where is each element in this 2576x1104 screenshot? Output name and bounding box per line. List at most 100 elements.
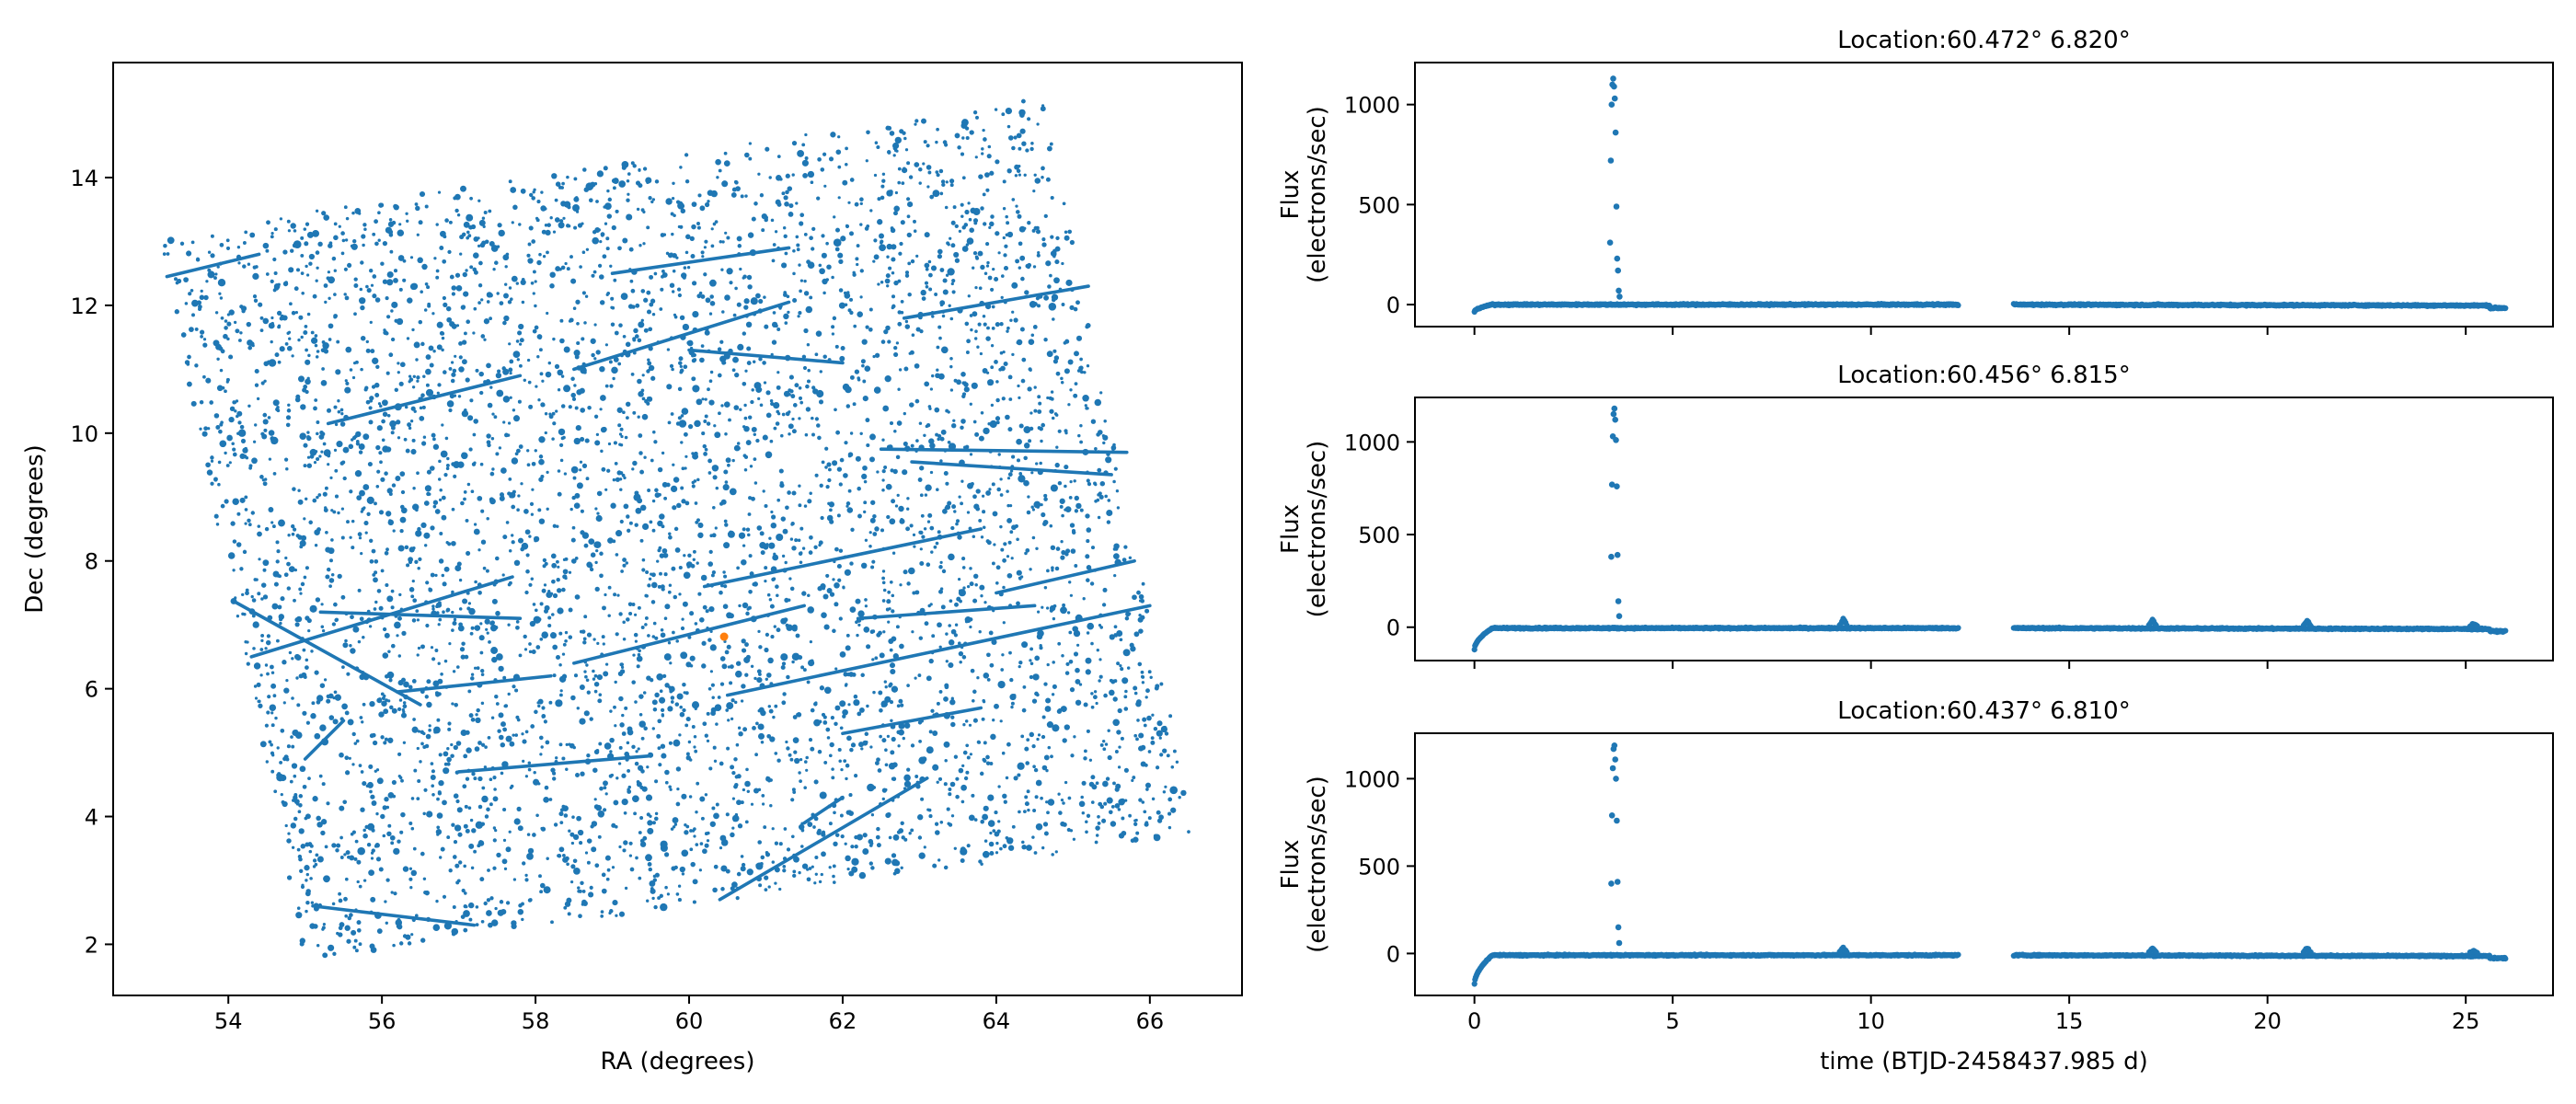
star-point (1027, 117, 1031, 121)
star-point (1077, 433, 1081, 438)
star-point (852, 270, 856, 275)
star-point (886, 812, 891, 817)
star-point (1019, 575, 1024, 579)
star-point (641, 374, 645, 377)
star-point (431, 432, 436, 438)
star-point (653, 271, 658, 276)
star-point (605, 247, 610, 251)
star-point (516, 358, 520, 362)
star-point (899, 129, 904, 134)
star-point (234, 596, 237, 600)
star-point (552, 523, 557, 528)
star-point (823, 624, 830, 630)
star-point (596, 512, 600, 515)
star-point (765, 776, 771, 782)
star-point (692, 549, 696, 554)
star-point (1042, 822, 1049, 827)
star-point (724, 480, 729, 484)
star-point (420, 937, 426, 943)
star-point (713, 864, 719, 869)
star-point (262, 419, 269, 425)
star-point (723, 469, 729, 475)
star-point (832, 874, 835, 879)
star-point (1033, 385, 1037, 389)
star-point (639, 469, 645, 475)
star-point (1019, 112, 1025, 118)
star-point (588, 198, 593, 203)
star-point (654, 811, 659, 816)
star-point (765, 543, 769, 546)
star-point (929, 603, 933, 606)
star-point (252, 621, 259, 628)
star-point (965, 351, 970, 354)
star-point (808, 550, 813, 555)
star-point (451, 610, 454, 615)
star-point (985, 539, 990, 544)
star-point (638, 391, 644, 397)
star-point (785, 623, 789, 627)
star-point (862, 465, 868, 471)
star-point (503, 867, 508, 871)
star-point (465, 269, 468, 272)
star-point (1079, 357, 1083, 362)
star-point (804, 156, 809, 160)
star-point (1098, 494, 1104, 500)
star-point (1117, 707, 1122, 714)
star-point (549, 283, 555, 289)
star-point (685, 752, 690, 756)
star-point (680, 414, 684, 418)
star-point (251, 598, 257, 603)
star-point (684, 466, 687, 470)
star-point (631, 467, 635, 471)
star-point (434, 509, 441, 514)
star-point (671, 367, 674, 372)
star-point (298, 315, 304, 320)
star-point (1049, 408, 1054, 414)
star-point (572, 306, 577, 310)
star-point (747, 533, 751, 537)
star-point (462, 784, 467, 789)
star-point (259, 648, 264, 651)
star-point (242, 549, 247, 555)
star-point (320, 379, 328, 386)
star-point (1060, 555, 1065, 560)
star-point (942, 508, 948, 514)
star-point (881, 178, 886, 183)
star-point (593, 681, 600, 687)
star-point (572, 204, 580, 212)
star-point (838, 259, 844, 265)
star-point (771, 827, 775, 831)
star-point (305, 222, 310, 226)
star-point (832, 316, 837, 321)
star-point (634, 700, 638, 704)
star-point (856, 262, 859, 267)
star-point (715, 802, 719, 807)
star-point (621, 773, 627, 778)
star-point (990, 403, 995, 408)
star-point (581, 291, 586, 295)
star-point (388, 674, 393, 679)
star-point (878, 233, 885, 239)
star-point (743, 403, 747, 408)
star-point (1065, 661, 1070, 666)
star-point (1006, 572, 1013, 579)
star-point (358, 884, 362, 889)
star-point (354, 839, 359, 844)
star-point (704, 239, 708, 244)
star-point (767, 705, 772, 708)
star-point (473, 306, 477, 311)
star-point (842, 708, 848, 716)
star-point (845, 633, 850, 638)
star-point (374, 382, 380, 388)
star-point (1021, 707, 1027, 713)
star-point (248, 464, 253, 468)
star-point (1067, 796, 1072, 800)
star-point (909, 523, 914, 528)
star-point (397, 654, 402, 658)
star-point (1036, 737, 1040, 742)
star-point (845, 501, 851, 506)
star-point (1097, 467, 1102, 473)
star-point (863, 627, 870, 633)
star-point (306, 463, 313, 468)
star-point (986, 326, 990, 330)
